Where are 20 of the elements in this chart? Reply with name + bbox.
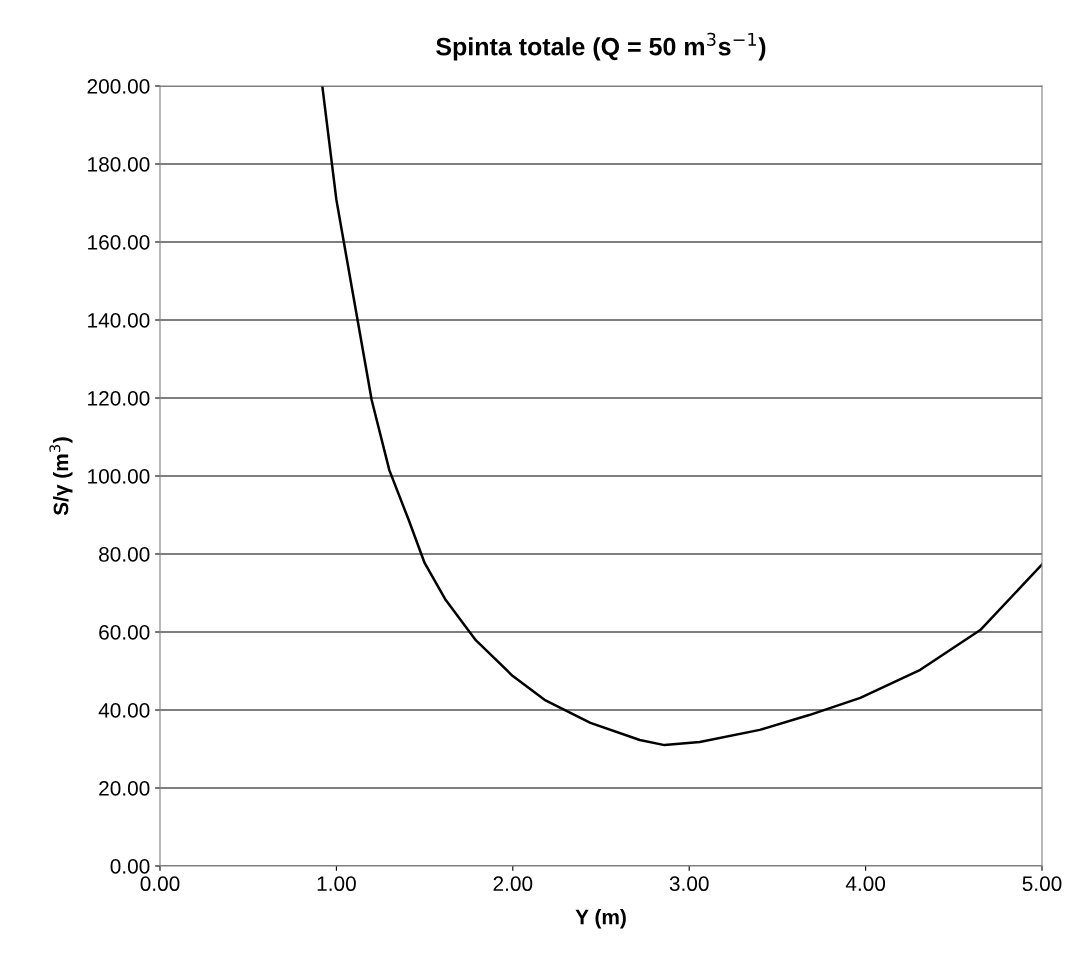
y-tick-label: 40.00 [98, 703, 150, 718]
chart-title: Spinta totale (Q = 50 m$^{3}$s$^{−1}$) [436, 32, 766, 61]
y-tick-label: 160.00 [88, 235, 150, 250]
y-tick-label: 0.00 [110, 859, 150, 874]
y-tick-label: 100.00 [88, 469, 150, 484]
y-axis-title: S/γ (m$^{3}$) [49, 437, 73, 516]
y-tick-label: 140.00 [88, 313, 150, 328]
x-tick-label: 4.00 [845, 876, 886, 892]
x-axis-title: Y (m) [575, 909, 626, 929]
x-tick-label: 3.00 [669, 876, 709, 892]
y-tick-label: 120.00 [88, 391, 150, 406]
y-tick-label: 60.00 [99, 625, 150, 640]
y-tick-label: 200.00 [87, 79, 150, 94]
x-tick-label: 1.00 [317, 876, 356, 892]
y-tick-label: 20.00 [99, 781, 150, 796]
x-tick-label: 0.00 [140, 876, 180, 892]
x-tick-label: 5.00 [1022, 876, 1062, 892]
x-tick-label: 2.00 [493, 876, 533, 892]
y-tick-label: 80.00 [99, 547, 150, 562]
y-tick-label: 180.00 [88, 157, 150, 172]
